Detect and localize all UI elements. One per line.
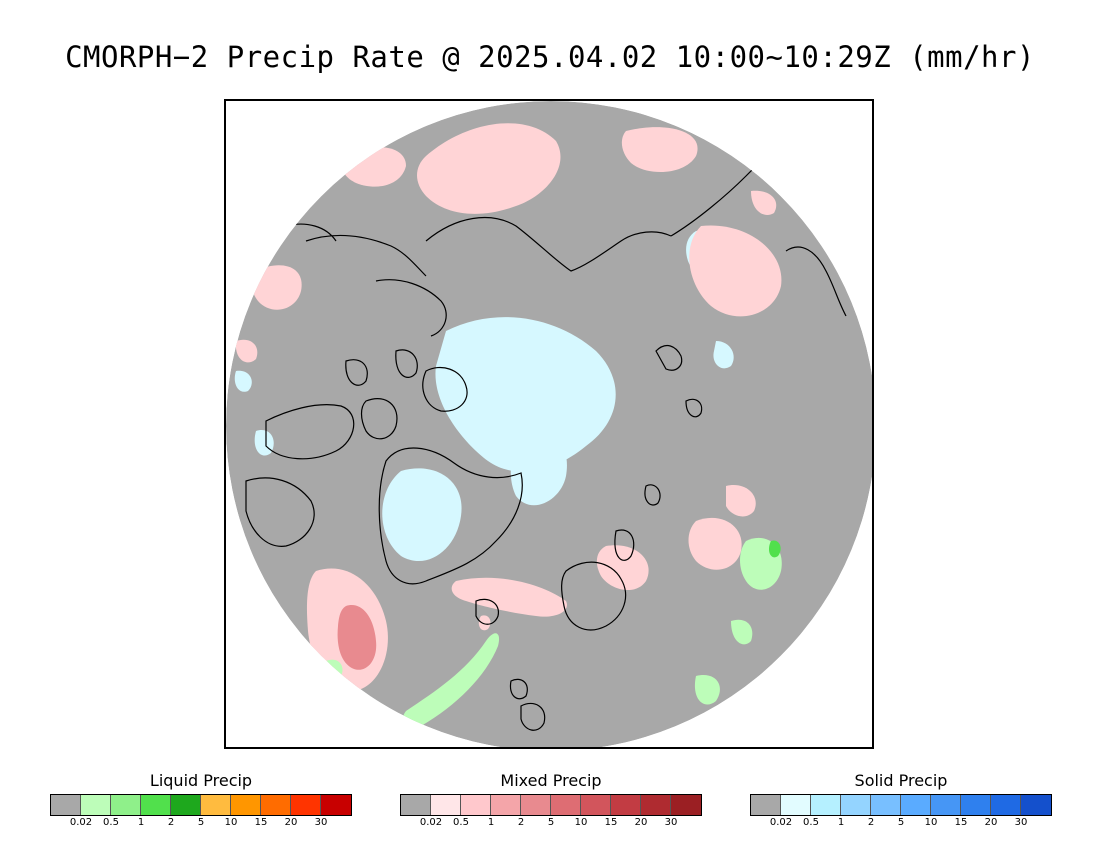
polar-map-canvas bbox=[226, 101, 872, 747]
legend-color-bar bbox=[50, 794, 352, 816]
legend-tick-label: 15 bbox=[254, 817, 268, 828]
legend-swatch bbox=[81, 795, 111, 815]
legend-swatch bbox=[641, 795, 671, 815]
legend-tick-label: 0.5 bbox=[103, 817, 119, 828]
legend-ticks: 0.02 0.5 1 2 5 10 15 20 30 bbox=[750, 816, 1052, 830]
legend-swatch bbox=[461, 795, 491, 815]
legend-tick-label: 5 bbox=[897, 817, 905, 828]
legend-tick-label: 10 bbox=[224, 817, 238, 828]
legend-swatch bbox=[751, 795, 781, 815]
liquid-precip-legend: Liquid Precip 0.02 0.5 1 2 5 10 15 20 30 bbox=[50, 772, 352, 830]
legend-tick-label: 10 bbox=[924, 817, 938, 828]
legend-swatch bbox=[491, 795, 521, 815]
legend-swatch bbox=[671, 795, 701, 815]
legend-swatch bbox=[961, 795, 991, 815]
legend-swatch bbox=[431, 795, 461, 815]
legend-tick-label: 0.02 bbox=[69, 817, 93, 828]
legend-tick-label: 5 bbox=[197, 817, 205, 828]
legend-swatch bbox=[321, 795, 351, 815]
solid-precip-legend: Solid Precip 0.02 0.5 1 2 5 10 15 20 30 bbox=[750, 772, 1052, 830]
legend-swatch bbox=[111, 795, 141, 815]
legend-tick-label: 10 bbox=[574, 817, 588, 828]
legend-swatch bbox=[611, 795, 641, 815]
legend-title: Mixed Precip bbox=[500, 771, 602, 790]
legend-swatch bbox=[201, 795, 231, 815]
legend-swatch bbox=[991, 795, 1021, 815]
legend-swatch bbox=[871, 795, 901, 815]
legend-tick-label: 1 bbox=[837, 817, 845, 828]
legend-color-bar bbox=[400, 794, 702, 816]
legend-swatch bbox=[521, 795, 551, 815]
map-title: CMORPH−2 Precip Rate @ 2025.04.02 10:00~… bbox=[65, 40, 1035, 74]
legend-tick-label: 0.02 bbox=[419, 817, 443, 828]
legend-tick-label: 30 bbox=[664, 817, 678, 828]
legend-tick-label: 0.5 bbox=[453, 817, 469, 828]
mixed-precip-core bbox=[337, 605, 377, 670]
legend-tick-label: 30 bbox=[1014, 817, 1028, 828]
liquid-precip-core bbox=[768, 540, 781, 558]
legend-swatch bbox=[1021, 795, 1051, 815]
mixed-precip-legend: Mixed Precip 0.02 0.5 1 2 5 10 15 20 30 bbox=[400, 772, 702, 830]
legend-swatch bbox=[551, 795, 581, 815]
coastlines bbox=[245, 154, 847, 731]
legend-tick-label: 2 bbox=[867, 817, 875, 828]
legend-swatch bbox=[401, 795, 431, 815]
legend-title: Solid Precip bbox=[854, 771, 948, 790]
legend-swatch bbox=[581, 795, 611, 815]
legend-swatch bbox=[171, 795, 201, 815]
polar-precip-map bbox=[224, 99, 874, 749]
legend-tick-label: 1 bbox=[137, 817, 145, 828]
legend-tick-label: 0.02 bbox=[769, 817, 793, 828]
legend-swatch bbox=[841, 795, 871, 815]
legend-tick-label: 0.5 bbox=[803, 817, 819, 828]
legend-ticks: 0.02 0.5 1 2 5 10 15 20 30 bbox=[50, 816, 352, 830]
legend-tick-label: 20 bbox=[284, 817, 298, 828]
legend-tick-label: 30 bbox=[314, 817, 328, 828]
legend-tick-label: 1 bbox=[487, 817, 495, 828]
legend-tick-label: 2 bbox=[167, 817, 175, 828]
legend-swatch bbox=[231, 795, 261, 815]
legend-ticks: 0.02 0.5 1 2 5 10 15 20 30 bbox=[400, 816, 702, 830]
legend-title: Liquid Precip bbox=[149, 771, 253, 790]
legend-tick-label: 15 bbox=[604, 817, 618, 828]
legend-swatch bbox=[141, 795, 171, 815]
legend-swatch bbox=[811, 795, 841, 815]
legend-swatch bbox=[51, 795, 81, 815]
legend-swatch bbox=[781, 795, 811, 815]
legend-swatch bbox=[261, 795, 291, 815]
legend-swatch bbox=[901, 795, 931, 815]
legend-tick-label: 5 bbox=[547, 817, 555, 828]
solid-precip-areas bbox=[234, 230, 735, 562]
legend-tick-label: 15 bbox=[954, 817, 968, 828]
legend-swatch bbox=[931, 795, 961, 815]
mixed-precip-areas bbox=[235, 123, 782, 691]
legend-tick-label: 20 bbox=[984, 817, 998, 828]
legend-color-bar bbox=[750, 794, 1052, 816]
legend-tick-label: 20 bbox=[634, 817, 648, 828]
legend-tick-label: 2 bbox=[517, 817, 525, 828]
legend-swatch bbox=[291, 795, 321, 815]
